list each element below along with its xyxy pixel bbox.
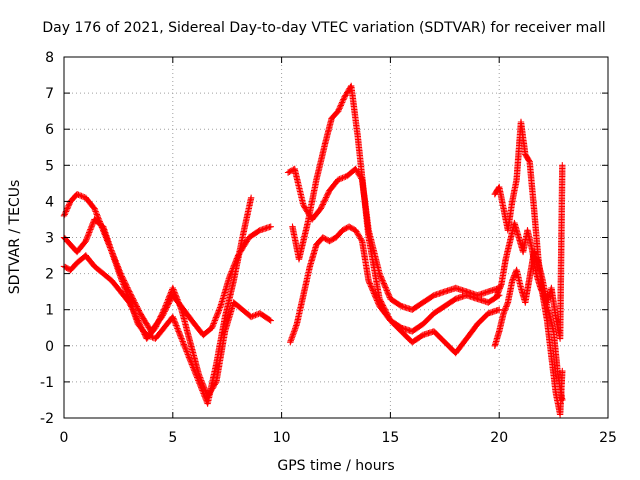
x-tick-label: 5 [168, 430, 177, 446]
y-tick-label: 2 [45, 267, 54, 283]
x-axis-label: GPS time / hours [277, 458, 394, 474]
y-tick-label: 6 [45, 122, 54, 138]
y-tick-label: 1 [45, 303, 54, 319]
chart-title: Day 176 of 2021, Sidereal Day-to-day VTE… [42, 20, 605, 36]
marker-trail [60, 194, 255, 407]
marker-trail [289, 82, 503, 357]
x-tick-label: 0 [60, 430, 69, 446]
y-tick-label: 3 [45, 231, 54, 247]
grid-lines [64, 57, 608, 418]
series-track-3 [60, 82, 503, 400]
y-axis-label: SDTVAR / TECUs [7, 180, 23, 295]
y-tick-label: 8 [45, 50, 54, 66]
axis-ticks: -2 -1 0 1 2 3 4 5 6 7 8 0 5 10 15 20 25 [40, 50, 617, 446]
y-tick-label: 5 [45, 158, 54, 174]
series-track-4 [491, 118, 566, 418]
y-tick-label: 0 [45, 339, 54, 355]
y-tick-label: -2 [40, 411, 54, 427]
x-tick-label: 20 [490, 430, 508, 446]
marker-trail [493, 219, 566, 404]
x-tick-label: 10 [273, 430, 291, 446]
data-markers [60, 82, 566, 418]
plot-frame [63, 56, 609, 419]
x-tick-label: 15 [381, 430, 399, 446]
y-tick-label: 4 [45, 194, 54, 210]
x-tick-label: 25 [599, 430, 617, 446]
y-tick-label: -1 [40, 375, 54, 391]
y-tick-label: 7 [45, 86, 54, 102]
marker-trail [491, 162, 566, 349]
